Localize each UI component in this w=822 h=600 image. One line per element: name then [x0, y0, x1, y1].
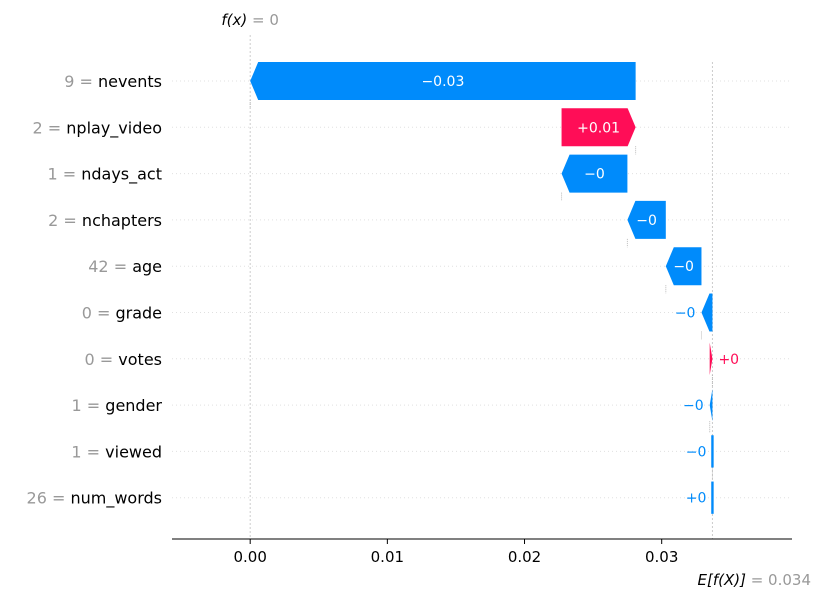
negative-bar: [709, 388, 713, 422]
fx-label: f(x) = 0: [221, 11, 279, 29]
bar-value-label: −0: [686, 444, 707, 460]
fx-value: = 0: [247, 11, 279, 29]
negative-bar: [711, 435, 714, 468]
x-tick-label: 0.00: [233, 548, 266, 566]
feature-value: 0 =: [82, 304, 116, 323]
feature-value: 1 =: [72, 396, 106, 415]
feature-label: 2 = nplay_video: [33, 118, 162, 138]
feature-name: gender: [105, 396, 162, 415]
feature-value: 0 =: [85, 350, 119, 369]
feature-name: nevents: [98, 72, 162, 91]
feature-value: 1 =: [47, 165, 81, 184]
expected-value-number: = 0.034: [746, 571, 811, 589]
feature-name: votes: [118, 350, 162, 369]
feature-name: num_words: [70, 489, 162, 509]
feature-name: ndays_act: [81, 165, 162, 185]
positive-bar: [709, 342, 713, 375]
feature-label: 2 = nchapters: [48, 211, 162, 230]
feature-name: nplay_video: [66, 118, 162, 138]
negative-bar: [250, 62, 636, 100]
feature-value: 2 =: [48, 211, 82, 230]
bar-value-label: +0: [718, 352, 739, 368]
feature-label: 1 = viewed: [71, 442, 162, 461]
bar-value-label: +0: [686, 491, 707, 507]
fx-symbol: f(x): [221, 11, 247, 29]
expected-value-label: E[f(X)] = 0.034: [698, 571, 812, 589]
feature-name: nchapters: [82, 211, 162, 230]
bar-value-label: −0.03: [421, 74, 464, 90]
positive-bar: [561, 108, 636, 147]
feature-value: 2 =: [33, 118, 67, 137]
feature-label: 1 = ndays_act: [47, 165, 162, 185]
bar-value-label: −0: [683, 398, 704, 414]
x-tick-label: 0.02: [508, 548, 541, 566]
bar-value-label: −0: [636, 213, 657, 229]
negative-bar: [627, 200, 666, 239]
negative-bar: [701, 293, 713, 332]
negative-bar: [561, 154, 628, 193]
negative-bar: [665, 247, 702, 286]
negative-bar: [711, 481, 714, 514]
bar-value-label: −0: [584, 167, 605, 183]
bar-value-label: −0: [675, 306, 696, 322]
feature-name: grade: [115, 304, 162, 323]
feature-value: 26 =: [27, 489, 71, 508]
feature-label: 1 = gender: [72, 396, 163, 415]
bar-value-label: −0: [673, 259, 694, 275]
feature-value: 9 =: [64, 72, 98, 91]
feature-name: age: [132, 257, 162, 276]
feature-label: 9 = nevents: [64, 72, 162, 91]
bar-value-label: +0.01: [577, 120, 620, 136]
feature-value: 42 =: [88, 257, 132, 276]
expected-value-symbol: E[f(X)]: [698, 571, 747, 589]
feature-label: 42 = age: [88, 257, 162, 276]
feature-label: 0 = votes: [85, 350, 162, 369]
feature-label: 26 = num_words: [27, 489, 162, 509]
x-tick-label: 0.01: [371, 548, 404, 566]
feature-label: 0 = grade: [82, 304, 162, 323]
feature-name: viewed: [105, 442, 162, 461]
feature-value: 1 =: [71, 442, 105, 461]
x-tick-label: 0.03: [645, 548, 678, 566]
